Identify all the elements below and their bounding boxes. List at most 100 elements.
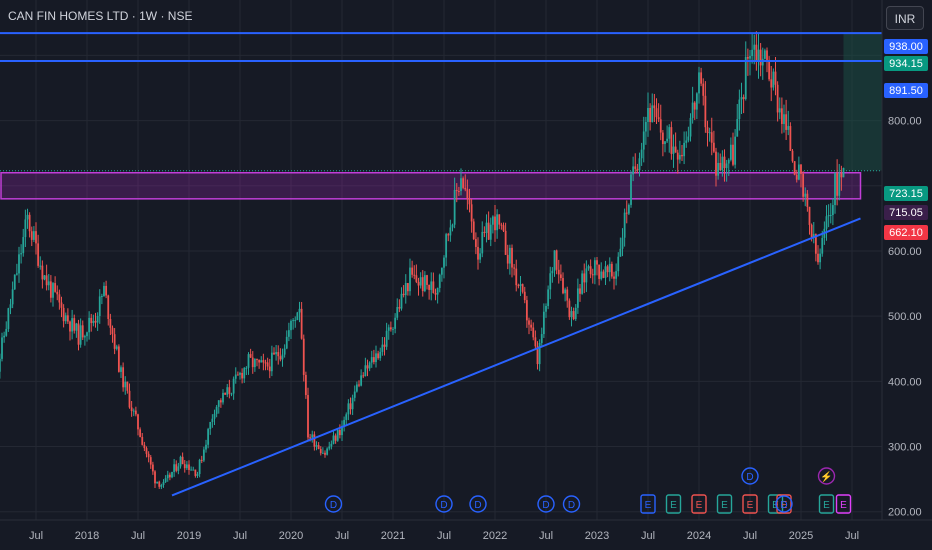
candle-body (264, 362, 267, 364)
candle-body (281, 354, 284, 360)
candle-body (776, 84, 779, 113)
candle-body (20, 253, 23, 255)
event-marker (691, 494, 707, 514)
candle-body (111, 327, 114, 335)
candle-body (256, 359, 258, 361)
candle-body (817, 253, 819, 263)
candle-body (109, 318, 112, 328)
candle-body (636, 168, 639, 171)
candle-body (761, 58, 764, 66)
candle-body (591, 274, 594, 276)
candle-body (326, 448, 329, 455)
candle-body (75, 323, 78, 331)
time-tick-label: Jul (641, 530, 655, 542)
candle-body (179, 456, 182, 467)
candle-body (804, 193, 807, 197)
candle-body (664, 141, 666, 145)
target-box (843, 33, 882, 171)
currency-button[interactable]: INR (886, 6, 924, 30)
candle-body (606, 266, 609, 273)
candle-body (251, 357, 254, 368)
candle-body (347, 403, 350, 415)
price-tick-label: 800.00 (888, 116, 922, 128)
candle-body (489, 224, 492, 240)
price-label-text: 934.15 (889, 58, 923, 70)
candle-body (198, 459, 201, 475)
candle-body (542, 311, 545, 335)
candle-body (587, 266, 590, 269)
candle-body (43, 275, 46, 280)
candle-body (457, 191, 460, 193)
candle-body (519, 284, 522, 286)
candle-body (632, 166, 635, 175)
candle-body (41, 265, 44, 280)
candle-body (500, 224, 503, 226)
candle-body (134, 410, 137, 415)
candle-body (572, 311, 575, 320)
candle-body (744, 57, 747, 100)
candle-body (691, 102, 694, 118)
candle-body (88, 317, 91, 333)
candle-body (787, 126, 790, 130)
candle-body (362, 375, 365, 377)
candle-body (838, 173, 841, 196)
candle-body (277, 352, 280, 357)
candle-body (477, 246, 479, 260)
candle-body (58, 294, 61, 303)
candle-body (171, 471, 173, 478)
candle-body (353, 391, 356, 398)
price-tick-label: 500.00 (888, 311, 922, 323)
candle-body (30, 231, 33, 240)
candle-body (464, 187, 467, 190)
candle-body (472, 221, 475, 240)
candle-body (243, 368, 246, 379)
candle-body (802, 173, 805, 197)
event-marker-label: E (645, 500, 652, 511)
candle-body (372, 357, 375, 363)
candle-body (404, 283, 407, 296)
candle-body (589, 266, 592, 275)
candle-body (162, 481, 165, 486)
candle-body (0, 358, 1, 372)
candle-body (689, 117, 692, 137)
candle-body (139, 429, 142, 437)
candle-body (827, 215, 830, 217)
trendline (171, 217, 861, 497)
candle-body (411, 267, 414, 275)
candle-body (436, 287, 439, 295)
candle-body (593, 260, 596, 276)
candle-body (283, 348, 286, 355)
time-tick-label: Jul (743, 530, 757, 542)
price-label-badge (884, 56, 928, 71)
candle-body (158, 481, 161, 487)
candle-body (96, 315, 99, 323)
candle-body (205, 444, 207, 450)
event-marker (469, 495, 487, 513)
candle-body (245, 367, 248, 369)
candle-body (549, 273, 552, 290)
candle-body (64, 315, 67, 322)
candle-body (521, 284, 524, 292)
event-marker-label: ⚡ (820, 470, 832, 483)
candle-body (147, 453, 150, 458)
time-tick-label: 2020 (279, 530, 303, 542)
candle-body (449, 227, 452, 236)
candle-body (800, 164, 802, 174)
time-axis (0, 520, 932, 550)
candle-body (808, 206, 811, 225)
candle-body (687, 136, 690, 141)
candle-body (634, 166, 637, 169)
event-marker-label: D (542, 500, 549, 511)
candle-body (451, 224, 454, 228)
candle-body (396, 307, 399, 318)
event-marker (741, 467, 759, 485)
candle-body (498, 214, 501, 225)
candle-body (536, 346, 539, 365)
candle-body (285, 336, 288, 349)
candle-body (668, 127, 671, 139)
candle-body (26, 214, 29, 220)
candle-body (778, 108, 781, 113)
event-marker (818, 494, 835, 514)
candle-body (107, 295, 110, 319)
